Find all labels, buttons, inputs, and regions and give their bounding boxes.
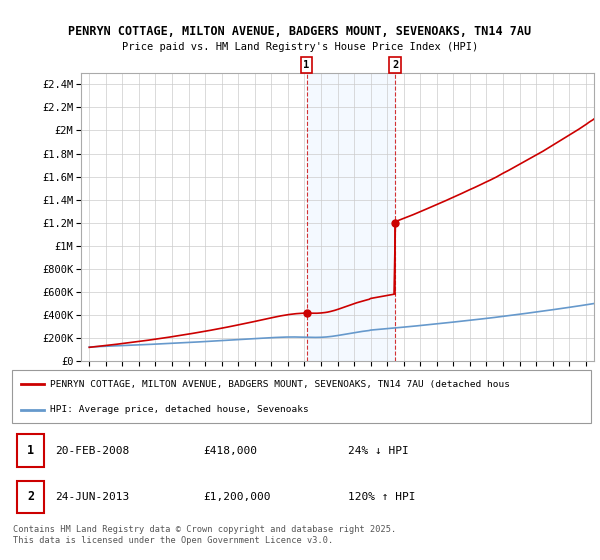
Text: 2: 2 <box>392 60 398 70</box>
FancyBboxPatch shape <box>17 435 44 466</box>
Text: 120% ↑ HPI: 120% ↑ HPI <box>348 492 415 502</box>
Bar <box>307 73 395 361</box>
Text: Contains HM Land Registry data © Crown copyright and database right 2025.
This d: Contains HM Land Registry data © Crown c… <box>13 525 397 545</box>
Text: 1: 1 <box>304 60 310 70</box>
Text: 2: 2 <box>27 490 34 503</box>
Text: 24% ↓ HPI: 24% ↓ HPI <box>348 446 409 456</box>
Text: £418,000: £418,000 <box>203 446 257 456</box>
FancyBboxPatch shape <box>17 480 44 513</box>
Text: PENRYN COTTAGE, MILTON AVENUE, BADGERS MOUNT, SEVENOAKS, TN14 7AU: PENRYN COTTAGE, MILTON AVENUE, BADGERS M… <box>68 25 532 38</box>
Text: £1,200,000: £1,200,000 <box>203 492 271 502</box>
Text: Price paid vs. HM Land Registry's House Price Index (HPI): Price paid vs. HM Land Registry's House … <box>122 42 478 52</box>
Text: 24-JUN-2013: 24-JUN-2013 <box>55 492 130 502</box>
Text: PENRYN COTTAGE, MILTON AVENUE, BADGERS MOUNT, SEVENOAKS, TN14 7AU (detached hous: PENRYN COTTAGE, MILTON AVENUE, BADGERS M… <box>50 380 509 389</box>
Text: HPI: Average price, detached house, Sevenoaks: HPI: Average price, detached house, Seve… <box>50 405 308 414</box>
Text: 20-FEB-2008: 20-FEB-2008 <box>55 446 130 456</box>
FancyBboxPatch shape <box>12 370 591 423</box>
Text: 1: 1 <box>27 444 34 457</box>
